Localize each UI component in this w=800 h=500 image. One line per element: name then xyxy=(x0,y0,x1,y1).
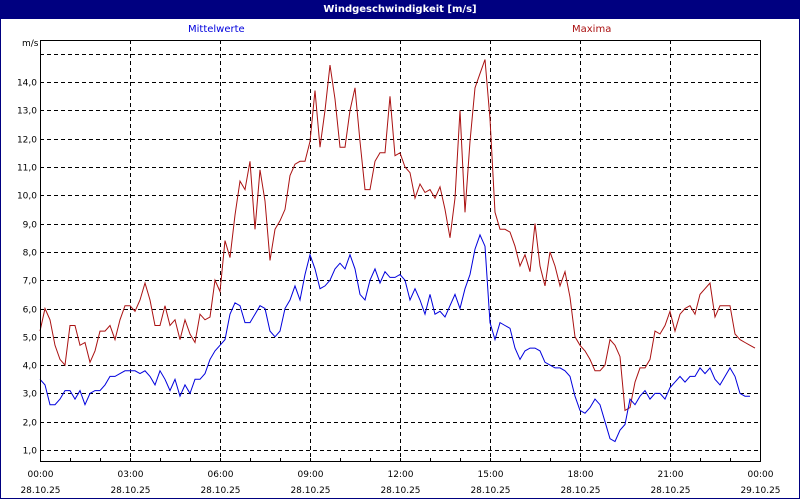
series-mittelwerte-line xyxy=(39,233,750,443)
x-tick-date: 28.10.25 xyxy=(470,486,510,496)
x-tick-date: 28.10.25 xyxy=(110,486,150,496)
x-tick-date: 28.10.25 xyxy=(20,486,60,496)
x-tick-time: 00:00 xyxy=(748,470,774,480)
legend-max: Maxima xyxy=(572,24,612,35)
y-axis-ticks: 1,0 2,0 3,0 4,0 5,0 6,0 7,0 8,0 9,0 10,0 11,0 12,0 1… xyxy=(17,79,37,457)
x-tick-time: 12:00 xyxy=(388,470,414,480)
y-tick-label: 6,0 xyxy=(23,306,38,316)
x-tick-date: 28.10.25 xyxy=(650,486,690,496)
x-tick-time: 18:00 xyxy=(568,470,594,480)
x-tick-time: 15:00 xyxy=(478,470,504,480)
plot-area-border xyxy=(40,40,761,462)
y-tick-label: 10,0 xyxy=(17,192,37,202)
x-tick-time: 06:00 xyxy=(208,470,234,480)
y-tick-label: 1,0 xyxy=(23,447,38,457)
x-tick-date: 29.10.25 xyxy=(740,486,780,496)
x-tick-time: 03:00 xyxy=(118,470,144,480)
y-tick-label: 12,0 xyxy=(17,136,37,146)
chart-title: Windgeschwindigkeit [m/s] xyxy=(0,0,800,19)
y-tick-label: 2,0 xyxy=(23,419,38,429)
y-tick-label: 11,0 xyxy=(17,164,37,174)
x-tick-date: 28.10.25 xyxy=(290,486,330,496)
y-tick-label: 13,0 xyxy=(17,107,37,117)
grid-lines xyxy=(40,40,760,461)
x-tick-date: 28.10.25 xyxy=(560,486,600,496)
y-tick-label: 3,0 xyxy=(23,390,38,400)
y-tick-label: 7,0 xyxy=(23,277,38,287)
x-tick-time: 00:00 xyxy=(28,470,54,480)
x-tick-date: 28.10.25 xyxy=(200,486,240,496)
y-tick-label: 14,0 xyxy=(17,79,37,89)
series-maxima-line xyxy=(39,59,756,412)
x-axis-ticks: 00:00 28.10.25 03:00 28.10.25 06:00 28.10.25 0… xyxy=(20,458,781,496)
y-tick-label: 8,0 xyxy=(23,249,38,259)
y-axis-unit: m/s xyxy=(22,39,39,49)
y-tick-label: 4,0 xyxy=(23,362,38,372)
x-tick-date: 28.10.25 xyxy=(380,486,420,496)
legend-mean: Mittelwerte xyxy=(188,24,245,35)
y-tick-label: 9,0 xyxy=(23,221,38,231)
x-tick-time: 09:00 xyxy=(298,470,324,480)
x-tick-time: 21:00 xyxy=(658,470,684,480)
y-tick-label: 5,0 xyxy=(23,334,38,344)
